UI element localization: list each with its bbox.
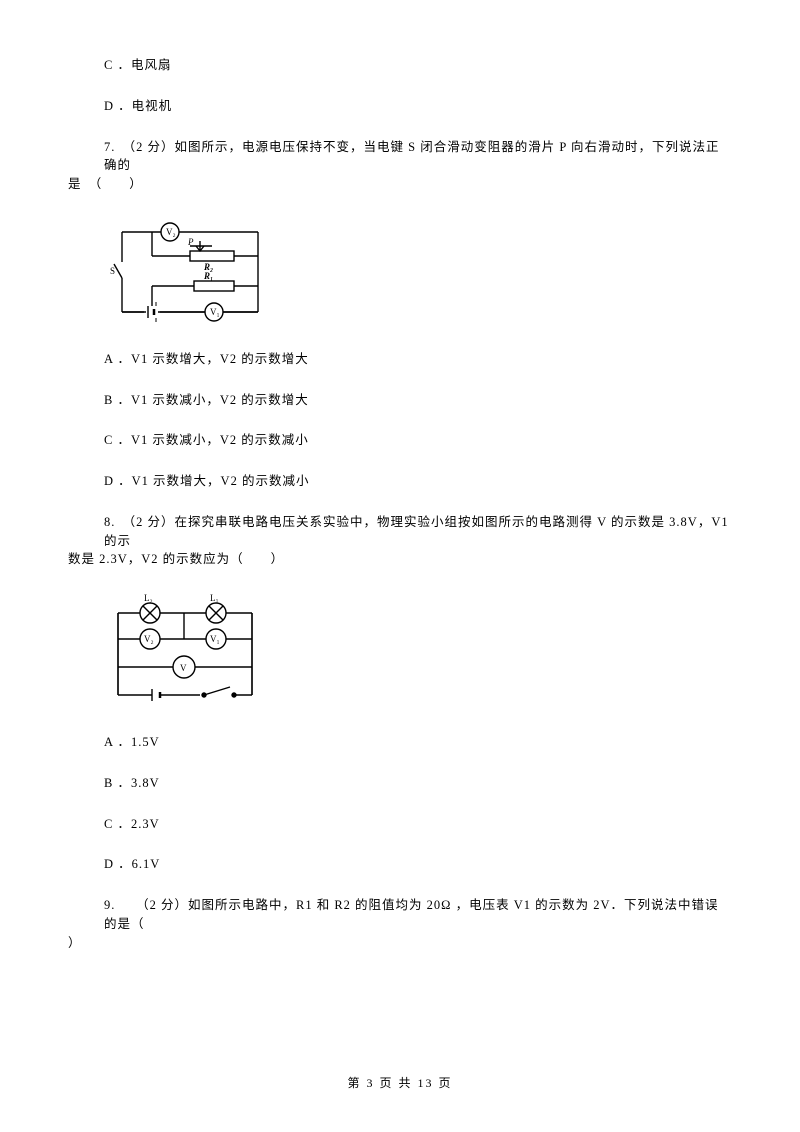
q7-label-r1: R₁ [203,271,213,281]
page-footer: 第 3 页 共 13 页 [0,1074,800,1092]
q9-stem-line2: ） [68,934,732,953]
q8-label-l1: L₁ [210,593,219,603]
q8-stem-line2: 数是 2.3V，V2 的示数应为（ ） [68,550,732,569]
q8-option-d: D ．6.1V [104,855,732,874]
q8-option-c: C ．2.3V [104,815,732,834]
q7-option-a: A ．V1 示数增大，V2 的示数增大 [104,350,732,369]
q7-stem-line2: 是 （ ） [68,175,732,194]
q8-circuit-svg: L₂ L₁ V₂ V₁ V [104,591,266,709]
q6-option-d: D ．电视机 [104,97,732,116]
q7-stem-line1: 7. （2 分）如图所示，电源电压保持不变，当电键 S 闭合滑动变阻器的滑片 P… [68,138,732,176]
q7-label-s: S [110,266,115,276]
q9-stem: 9. （2 分）如图所示电路中，R1 和 R2 的阻值均为 20Ω ，电压表 V… [68,896,732,952]
q7-circuit-svg: V₂ P R₂ R₁ V₁ S [104,216,276,326]
q7-stem: 7. （2 分）如图所示，电源电压保持不变，当电键 S 闭合滑动变阻器的滑片 P… [68,138,732,194]
q7-option-d: D ．V1 示数增大，V2 的示数减小 [104,472,732,491]
q7-option-c: C ．V1 示数减小，V2 的示数减小 [104,431,732,450]
page: C ．电风扇 D ．电视机 7. （2 分）如图所示，电源电压保持不变，当电键 … [0,0,800,1132]
q8-label-l2: L₂ [144,593,153,603]
q8-label-v2: V₂ [144,634,154,644]
q8-option-a: A ．1.5V [104,733,732,752]
q7-label-v1: V₁ [210,307,220,317]
q7-option-b: B ．V1 示数减小，V2 的示数增大 [104,391,732,410]
q8-label-v: V [180,663,187,673]
q7-label-p: P [187,237,194,247]
q7-circuit-figure: V₂ P R₂ R₁ V₁ S [104,216,732,326]
q8-stem-line1: 8. （2 分）在探究串联电路电压关系实验中，物理实验小组按如图所示的电路测得 … [68,513,732,551]
q8-option-b: B ．3.8V [104,774,732,793]
q7-label-v2: V₂ [166,227,176,237]
q8-stem: 8. （2 分）在探究串联电路电压关系实验中，物理实验小组按如图所示的电路测得 … [68,513,732,569]
q6-option-c: C ．电风扇 [104,56,732,75]
q8-label-v1: V₁ [210,634,220,644]
q8-circuit-figure: L₂ L₁ V₂ V₁ V [104,591,732,709]
q9-stem-line1: 9. （2 分）如图所示电路中，R1 和 R2 的阻值均为 20Ω ，电压表 V… [68,896,732,934]
